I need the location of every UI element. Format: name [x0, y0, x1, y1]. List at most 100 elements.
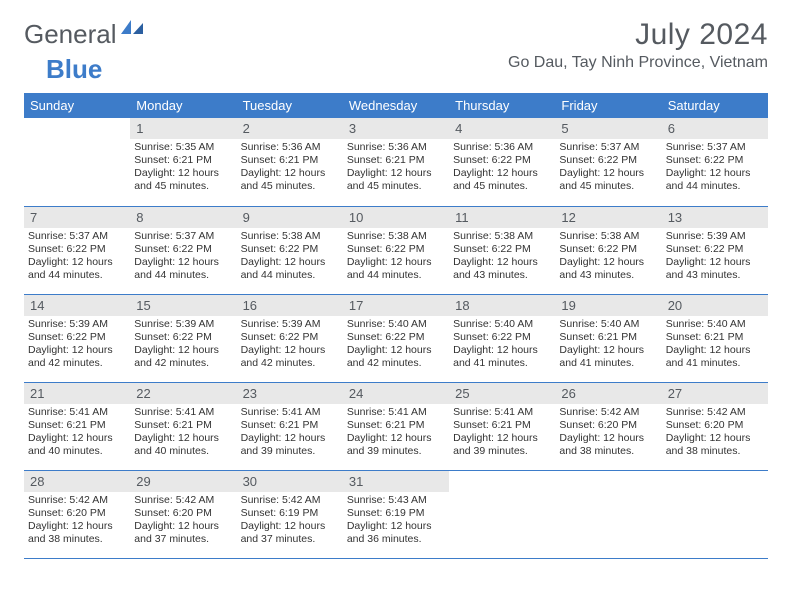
calendar-cell: 20Sunrise: 5:40 AMSunset: 6:21 PMDayligh… — [662, 294, 768, 382]
calendar-week-row: 21Sunrise: 5:41 AMSunset: 6:21 PMDayligh… — [24, 382, 768, 470]
day-header: Monday — [130, 93, 236, 118]
sunset-text: Sunset: 6:20 PM — [666, 419, 764, 432]
day-data: Sunrise: 5:38 AMSunset: 6:22 PMDaylight:… — [343, 228, 449, 283]
day-number — [555, 471, 661, 492]
sunset-text: Sunset: 6:19 PM — [241, 507, 339, 520]
daylight-text: Daylight: 12 hours and 39 minutes. — [241, 432, 339, 458]
sunrise-text: Sunrise: 5:39 AM — [28, 318, 126, 331]
sunrise-text: Sunrise: 5:36 AM — [347, 141, 445, 154]
calendar-cell: 21Sunrise: 5:41 AMSunset: 6:21 PMDayligh… — [24, 382, 130, 470]
day-data: Sunrise: 5:36 AMSunset: 6:21 PMDaylight:… — [237, 139, 343, 194]
logo-text-general: General — [24, 19, 117, 50]
day-data: Sunrise: 5:36 AMSunset: 6:21 PMDaylight:… — [343, 139, 449, 194]
calendar-cell — [555, 470, 661, 558]
calendar-cell: 15Sunrise: 5:39 AMSunset: 6:22 PMDayligh… — [130, 294, 236, 382]
daylight-text: Daylight: 12 hours and 44 minutes. — [28, 256, 126, 282]
calendar-cell: 28Sunrise: 5:42 AMSunset: 6:20 PMDayligh… — [24, 470, 130, 558]
day-data: Sunrise: 5:40 AMSunset: 6:22 PMDaylight:… — [449, 316, 555, 371]
day-number: 17 — [343, 295, 449, 316]
calendar-cell: 8Sunrise: 5:37 AMSunset: 6:22 PMDaylight… — [130, 206, 236, 294]
day-number: 30 — [237, 471, 343, 492]
daylight-text: Daylight: 12 hours and 43 minutes. — [559, 256, 657, 282]
day-number: 13 — [662, 207, 768, 228]
day-number: 6 — [662, 118, 768, 139]
calendar-cell: 7Sunrise: 5:37 AMSunset: 6:22 PMDaylight… — [24, 206, 130, 294]
daylight-text: Daylight: 12 hours and 45 minutes. — [453, 167, 551, 193]
calendar-table: Sunday Monday Tuesday Wednesday Thursday… — [24, 93, 768, 559]
calendar-cell: 5Sunrise: 5:37 AMSunset: 6:22 PMDaylight… — [555, 118, 661, 206]
daylight-text: Daylight: 12 hours and 40 minutes. — [28, 432, 126, 458]
sunrise-text: Sunrise: 5:37 AM — [559, 141, 657, 154]
sunrise-text: Sunrise: 5:40 AM — [666, 318, 764, 331]
day-number: 9 — [237, 207, 343, 228]
day-data: Sunrise: 5:40 AMSunset: 6:21 PMDaylight:… — [555, 316, 661, 371]
daylight-text: Daylight: 12 hours and 43 minutes. — [666, 256, 764, 282]
sail-icon — [119, 18, 145, 41]
day-data: Sunrise: 5:39 AMSunset: 6:22 PMDaylight:… — [662, 228, 768, 283]
calendar-cell — [662, 470, 768, 558]
day-number: 25 — [449, 383, 555, 404]
day-data: Sunrise: 5:37 AMSunset: 6:22 PMDaylight:… — [555, 139, 661, 194]
day-data: Sunrise: 5:42 AMSunset: 6:20 PMDaylight:… — [555, 404, 661, 459]
daylight-text: Daylight: 12 hours and 43 minutes. — [453, 256, 551, 282]
daylight-text: Daylight: 12 hours and 42 minutes. — [241, 344, 339, 370]
day-data: Sunrise: 5:36 AMSunset: 6:22 PMDaylight:… — [449, 139, 555, 194]
day-data: Sunrise: 5:41 AMSunset: 6:21 PMDaylight:… — [24, 404, 130, 459]
calendar-cell: 22Sunrise: 5:41 AMSunset: 6:21 PMDayligh… — [130, 382, 236, 470]
day-header: Tuesday — [237, 93, 343, 118]
day-number: 19 — [555, 295, 661, 316]
daylight-text: Daylight: 12 hours and 45 minutes. — [134, 167, 232, 193]
sunset-text: Sunset: 6:22 PM — [347, 243, 445, 256]
day-data: Sunrise: 5:41 AMSunset: 6:21 PMDaylight:… — [237, 404, 343, 459]
daylight-text: Daylight: 12 hours and 45 minutes. — [241, 167, 339, 193]
calendar-cell: 10Sunrise: 5:38 AMSunset: 6:22 PMDayligh… — [343, 206, 449, 294]
daylight-text: Daylight: 12 hours and 42 minutes. — [134, 344, 232, 370]
sunset-text: Sunset: 6:21 PM — [347, 154, 445, 167]
daylight-text: Daylight: 12 hours and 39 minutes. — [347, 432, 445, 458]
calendar-cell: 4Sunrise: 5:36 AMSunset: 6:22 PMDaylight… — [449, 118, 555, 206]
day-header: Sunday — [24, 93, 130, 118]
daylight-text: Daylight: 12 hours and 41 minutes. — [666, 344, 764, 370]
sunrise-text: Sunrise: 5:36 AM — [241, 141, 339, 154]
calendar-cell — [449, 470, 555, 558]
calendar-cell: 19Sunrise: 5:40 AMSunset: 6:21 PMDayligh… — [555, 294, 661, 382]
day-number: 24 — [343, 383, 449, 404]
sunset-text: Sunset: 6:21 PM — [134, 419, 232, 432]
sunrise-text: Sunrise: 5:42 AM — [666, 406, 764, 419]
calendar-cell: 13Sunrise: 5:39 AMSunset: 6:22 PMDayligh… — [662, 206, 768, 294]
sunrise-text: Sunrise: 5:41 AM — [28, 406, 126, 419]
sunset-text: Sunset: 6:22 PM — [28, 331, 126, 344]
sunrise-text: Sunrise: 5:38 AM — [559, 230, 657, 243]
calendar-cell: 9Sunrise: 5:38 AMSunset: 6:22 PMDaylight… — [237, 206, 343, 294]
calendar-cell: 1Sunrise: 5:35 AMSunset: 6:21 PMDaylight… — [130, 118, 236, 206]
calendar-cell: 6Sunrise: 5:37 AMSunset: 6:22 PMDaylight… — [662, 118, 768, 206]
calendar-cell: 27Sunrise: 5:42 AMSunset: 6:20 PMDayligh… — [662, 382, 768, 470]
day-number: 23 — [237, 383, 343, 404]
day-data: Sunrise: 5:38 AMSunset: 6:22 PMDaylight:… — [555, 228, 661, 283]
sunrise-text: Sunrise: 5:39 AM — [666, 230, 764, 243]
daylight-text: Daylight: 12 hours and 38 minutes. — [28, 520, 126, 546]
day-number: 15 — [130, 295, 236, 316]
sunset-text: Sunset: 6:19 PM — [347, 507, 445, 520]
day-data: Sunrise: 5:41 AMSunset: 6:21 PMDaylight:… — [343, 404, 449, 459]
sunrise-text: Sunrise: 5:38 AM — [453, 230, 551, 243]
day-number: 18 — [449, 295, 555, 316]
calendar-cell: 12Sunrise: 5:38 AMSunset: 6:22 PMDayligh… — [555, 206, 661, 294]
calendar-week-row: 28Sunrise: 5:42 AMSunset: 6:20 PMDayligh… — [24, 470, 768, 558]
day-number: 29 — [130, 471, 236, 492]
sunrise-text: Sunrise: 5:40 AM — [453, 318, 551, 331]
daylight-text: Daylight: 12 hours and 44 minutes. — [666, 167, 764, 193]
day-header: Friday — [555, 93, 661, 118]
sunrise-text: Sunrise: 5:41 AM — [453, 406, 551, 419]
calendar-cell: 18Sunrise: 5:40 AMSunset: 6:22 PMDayligh… — [449, 294, 555, 382]
daylight-text: Daylight: 12 hours and 39 minutes. — [453, 432, 551, 458]
day-data: Sunrise: 5:43 AMSunset: 6:19 PMDaylight:… — [343, 492, 449, 547]
daylight-text: Daylight: 12 hours and 42 minutes. — [28, 344, 126, 370]
sunset-text: Sunset: 6:22 PM — [666, 154, 764, 167]
day-data: Sunrise: 5:40 AMSunset: 6:21 PMDaylight:… — [662, 316, 768, 371]
sunset-text: Sunset: 6:22 PM — [134, 243, 232, 256]
sunset-text: Sunset: 6:21 PM — [134, 154, 232, 167]
day-number: 16 — [237, 295, 343, 316]
daylight-text: Daylight: 12 hours and 44 minutes. — [241, 256, 339, 282]
sunset-text: Sunset: 6:22 PM — [347, 331, 445, 344]
